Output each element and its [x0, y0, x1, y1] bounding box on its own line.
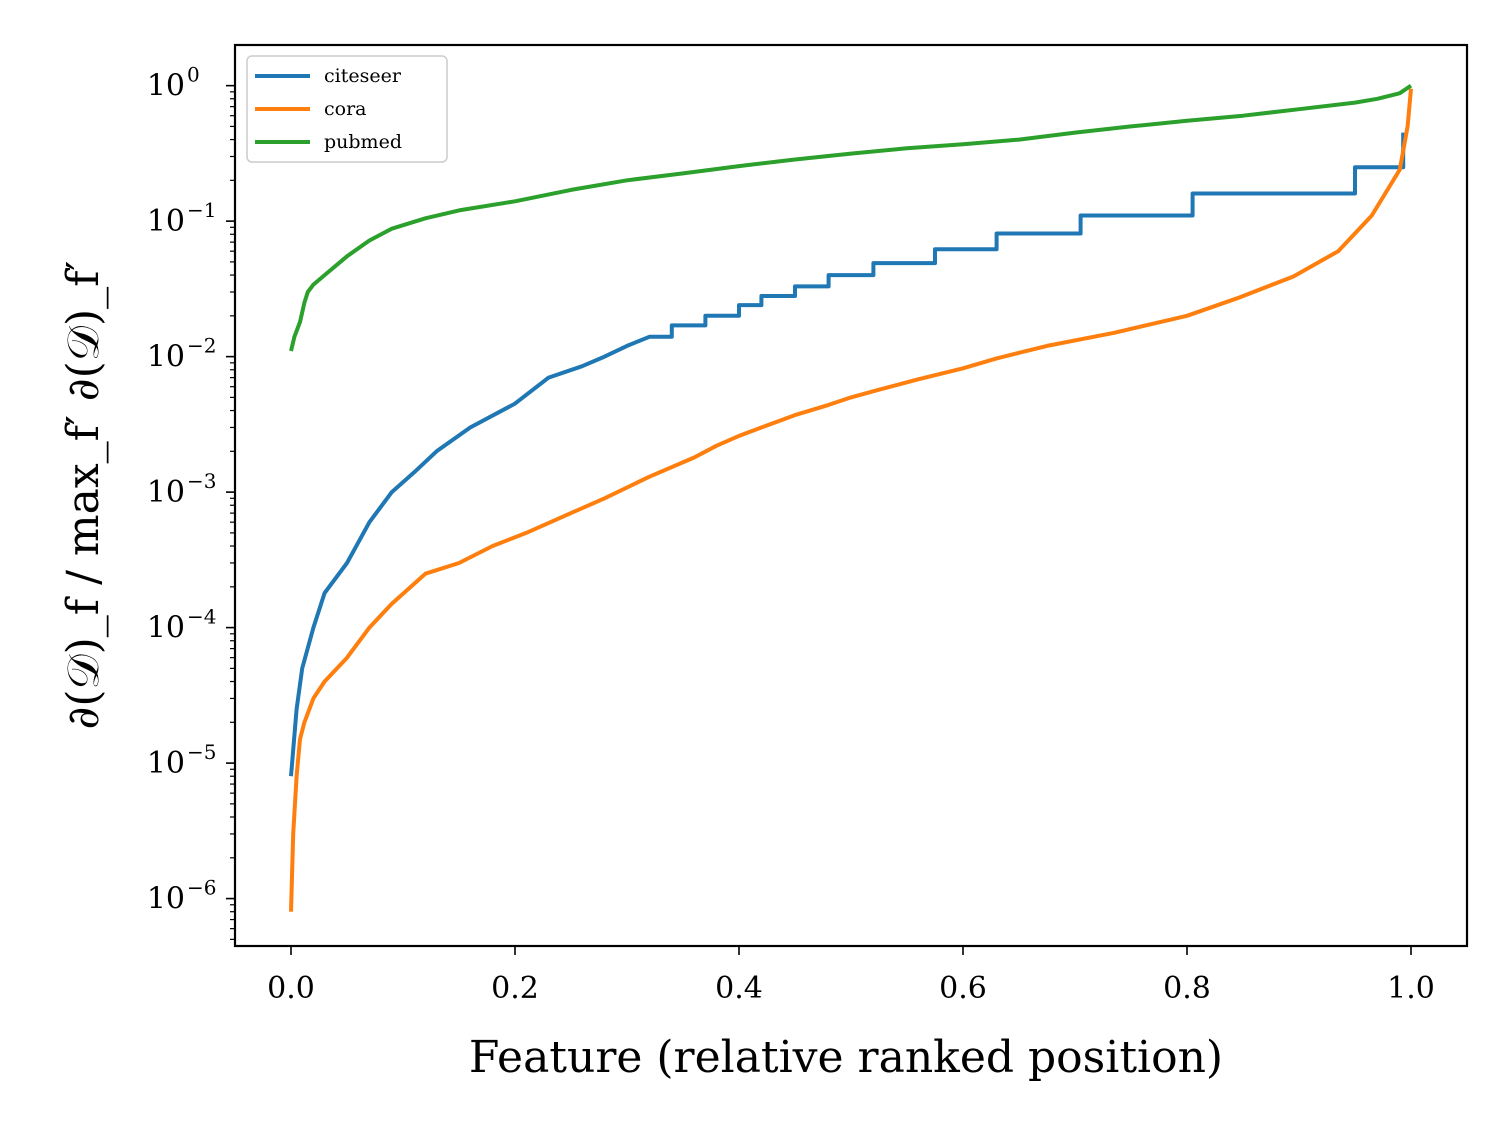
y-tick-exponent: −1: [187, 198, 216, 222]
axis-ticks: [226, 84, 1412, 955]
y-tick-exponent: −6: [187, 876, 216, 900]
y-tick-label: 10: [147, 340, 185, 375]
x-axis-label: Feature (relative ranked position): [469, 1032, 1223, 1083]
series-line-citeseer: [289, 132, 1406, 777]
y-axis-label: ∂(𝒟)_f / max_f′ ∂(𝒟)_f′: [58, 261, 109, 730]
legend-label-cora: cora: [324, 98, 367, 120]
x-tick-labels: 0.0 0.2 0.4 0.6 0.8 1.0: [267, 971, 1435, 1006]
series-layer: [289, 83, 1413, 912]
x-tick-label: 0.8: [1163, 971, 1211, 1006]
y-tick-label: 10: [147, 69, 185, 104]
x-tick-label: 0.0: [267, 971, 315, 1006]
y-tick-exponent: −3: [187, 469, 216, 493]
y-tick-label: 10: [147, 746, 185, 781]
y-tick-exponent: −4: [187, 605, 216, 629]
x-tick-label: 0.4: [715, 971, 763, 1006]
y-tick-exponent: −2: [187, 334, 216, 358]
legend: citeseer cora pubmed: [246, 55, 448, 163]
y-tick-label: 10: [147, 611, 185, 646]
plot-frame: [233, 43, 1469, 948]
y-tick-exponent: −5: [187, 740, 216, 764]
y-axis-label-text: ∂(𝒟)_f / max_f′ ∂(𝒟)_f′: [58, 261, 109, 730]
y-tick-label: 10: [147, 204, 185, 239]
x-tick-label: 0.2: [491, 971, 539, 1006]
y-tick-label: 10: [147, 882, 185, 917]
series-line-cora: [289, 88, 1413, 912]
series-line-pubmed: [289, 83, 1413, 352]
legend-label-citeseer: citeseer: [324, 65, 402, 87]
legend-box: [246, 55, 448, 163]
x-tick-label: 1.0: [1387, 971, 1435, 1006]
y-tick-exponent: 0: [187, 63, 200, 87]
y-tick-label: 10: [147, 475, 185, 510]
legend-label-pubmed: pubmed: [324, 131, 402, 153]
x-tick-label: 0.6: [939, 971, 987, 1006]
